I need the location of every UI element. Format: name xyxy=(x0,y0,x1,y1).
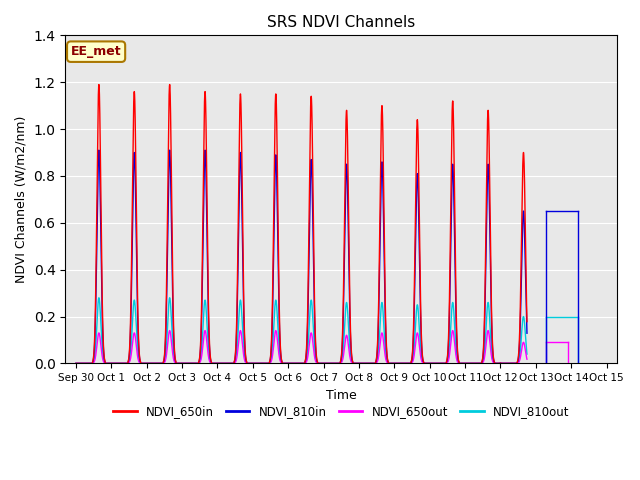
Y-axis label: NDVI Channels (W/m2/nm): NDVI Channels (W/m2/nm) xyxy=(15,116,28,283)
Title: SRS NDVI Channels: SRS NDVI Channels xyxy=(267,15,415,30)
X-axis label: Time: Time xyxy=(326,389,356,402)
Legend: NDVI_650in, NDVI_810in, NDVI_650out, NDVI_810out: NDVI_650in, NDVI_810in, NDVI_650out, NDV… xyxy=(108,401,574,423)
Text: EE_met: EE_met xyxy=(71,45,122,58)
